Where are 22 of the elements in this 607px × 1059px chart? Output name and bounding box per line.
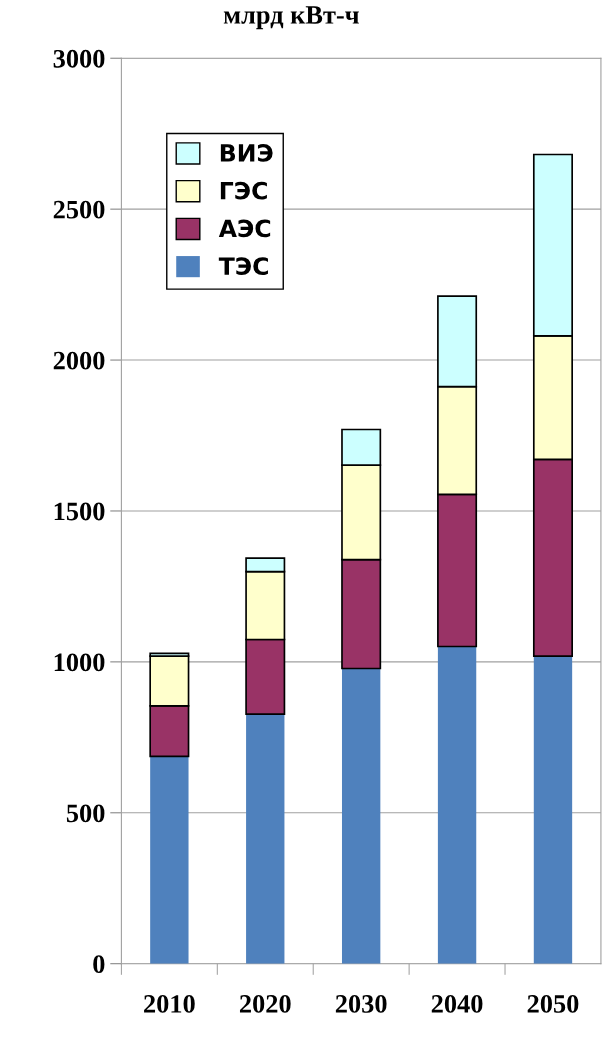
legend-label: ВИЭ xyxy=(220,144,273,162)
y-tick-label: 500 xyxy=(66,804,105,823)
legend-label: АЭС xyxy=(218,219,271,238)
chart-title: млрд кВт-ч xyxy=(223,6,359,30)
x-tick-label: 2040 xyxy=(431,995,483,1013)
bar xyxy=(246,714,285,964)
x-tick-label: 2010 xyxy=(144,995,195,1013)
x-tick-label: 2050 xyxy=(527,995,579,1013)
x-tick-label: 2020 xyxy=(239,995,291,1013)
y-tick-label: 0 xyxy=(93,955,105,974)
y-tick-label: 1500 xyxy=(54,502,105,521)
legend-label: ГЭС xyxy=(220,181,267,200)
bar xyxy=(150,756,189,964)
y-tick-label: 1000 xyxy=(54,653,105,672)
y-tick-label: 3000 xyxy=(53,49,105,68)
y-tick-label: 2000 xyxy=(53,351,105,370)
legend-label: ТЭС xyxy=(218,257,268,276)
bar xyxy=(533,656,573,964)
y-tick-label: 2500 xyxy=(53,200,105,219)
x-tick-label: 2030 xyxy=(335,995,387,1013)
bar xyxy=(341,668,381,964)
bar xyxy=(437,646,477,964)
